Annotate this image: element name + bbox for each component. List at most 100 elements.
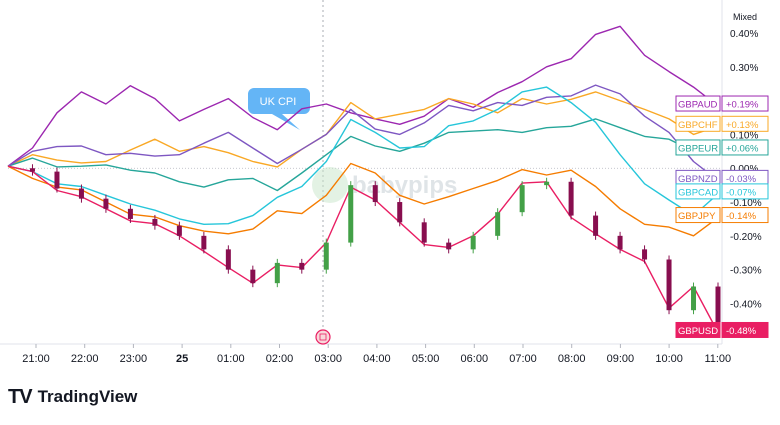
series-last-label-gbpusd: GBPUSD -0.48%: [675, 321, 769, 338]
x-tick-label: 21:00: [22, 353, 50, 365]
candle-body: [323, 242, 329, 270]
y-tick-label: 0.10%: [730, 130, 758, 141]
candle-body: [127, 208, 133, 219]
series-name-tag: [675, 115, 721, 132]
x-tick-label: 07:00: [509, 353, 537, 365]
x-tick-label: 09:00: [607, 353, 635, 365]
x-tick-label: 10:00: [655, 353, 683, 365]
candle-body: [372, 185, 378, 203]
watermark-text: babypips: [352, 172, 457, 199]
candle-body: [78, 188, 84, 199]
x-tick-label: 25: [176, 353, 188, 365]
candle-body: [225, 249, 231, 270]
series-name-tag: [675, 321, 721, 338]
candle-body: [103, 198, 109, 209]
series-value: +0.13%: [726, 120, 759, 131]
candle-body: [519, 185, 525, 213]
candle-body: [495, 212, 501, 236]
x-tick-label: 02:00: [266, 353, 294, 365]
tradingview-logo-icon: TV: [8, 385, 33, 408]
candle-body: [274, 262, 280, 284]
series-name: GBPEUR: [678, 143, 718, 154]
series-line-gbpjpy: [7, 162, 719, 237]
series-name-tag: [675, 139, 721, 156]
y-tick-label: 0.00%: [730, 164, 758, 175]
series-value: -0.14%: [726, 211, 757, 222]
series-value-tag: [721, 139, 769, 156]
x-tick-label: 06:00: [461, 353, 489, 365]
candle-body: [568, 181, 574, 216]
tradingview-brand: TradingView: [37, 387, 138, 406]
series-name-tag: [675, 183, 721, 200]
candle-body: [470, 235, 476, 250]
series-name-tag: [675, 207, 721, 224]
series-value-tag: [721, 115, 769, 132]
y-tick-label: 0.40%: [730, 29, 758, 40]
x-tick-label: 11:00: [704, 353, 731, 365]
series-last-label-gbpjpy: GBPJPY -0.14%: [675, 207, 769, 224]
y-tick-label: -0.10%: [730, 198, 762, 209]
footer: TV TradingView: [8, 384, 137, 410]
y-tick-label: -0.30%: [730, 266, 762, 277]
x-tick-label: 22:00: [71, 353, 99, 365]
y-tick-label: -0.40%: [730, 299, 762, 310]
x-tick-label: 05:00: [412, 353, 440, 365]
series-last-label-gbpcad: GBPCAD -0.07%: [675, 183, 769, 200]
series-value-tag: [721, 207, 769, 224]
series-name: GBPAUD: [678, 100, 718, 111]
candle-body: [544, 181, 550, 186]
candle-body: [176, 225, 182, 236]
watermark-logo-icon: [312, 167, 348, 203]
candle-body: [54, 171, 60, 189]
y-tick-label: 0.30%: [730, 63, 758, 74]
scale-mode-label: Mixed: [733, 12, 757, 22]
series-value-tag: [721, 183, 769, 200]
candle-body: [152, 218, 158, 226]
series-value-tag: [721, 95, 769, 112]
series-value: -0.07%: [726, 187, 757, 198]
series-name: GBPCAD: [678, 187, 718, 198]
x-tick-label: 04:00: [363, 353, 391, 365]
x-tick-label: 01:00: [217, 353, 245, 365]
series-name: GBPCHF: [678, 120, 718, 131]
x-tick-label: 08:00: [558, 353, 586, 365]
series-line-gbpusd: [7, 165, 719, 333]
series-value-tag: [721, 321, 769, 338]
candle-body: [617, 235, 623, 250]
x-tick-label: 23:00: [120, 353, 148, 365]
candle-body: [29, 168, 35, 172]
series-line-gbpchf: [7, 91, 719, 168]
event-flag-icon: [315, 329, 331, 345]
series-line-gbpcad: [7, 86, 719, 225]
series-last-label-gbpchf: GBPCHF +0.13%: [675, 115, 769, 132]
series-line-gbpaud: [7, 25, 719, 167]
series-name: GBPUSD: [678, 326, 718, 337]
annotation-bubble: [248, 88, 310, 130]
candle-body: [666, 259, 672, 311]
series-line-gbpnzd: [7, 84, 719, 181]
series-name: GBPJPY: [678, 211, 716, 222]
candle-body: [691, 286, 697, 311]
candle-body: [250, 269, 256, 284]
series-value: +0.06%: [726, 143, 759, 154]
event-flag-glyph: [319, 333, 327, 341]
x-tick-label: 03:00: [314, 353, 342, 365]
series-value: -0.48%: [726, 326, 757, 337]
candle-body: [715, 286, 721, 331]
y-tick-label: -0.20%: [730, 232, 762, 243]
series-line-gbpeur: [7, 118, 719, 192]
candle-body: [201, 235, 207, 250]
candle-body: [348, 185, 354, 243]
series-name-tag: [675, 95, 721, 112]
candle-body: [299, 262, 305, 270]
candle-body: [642, 249, 648, 260]
series-name: GBPNZD: [678, 174, 718, 185]
candle-body: [593, 215, 599, 236]
series-value: -0.03%: [726, 174, 757, 185]
series-last-label-gbpaud: GBPAUD +0.19%: [675, 95, 769, 112]
series-last-label-gbpeur: GBPEUR +0.06%: [675, 139, 769, 156]
annotation-text: UK CPI: [260, 96, 297, 108]
candle-body: [397, 202, 403, 223]
